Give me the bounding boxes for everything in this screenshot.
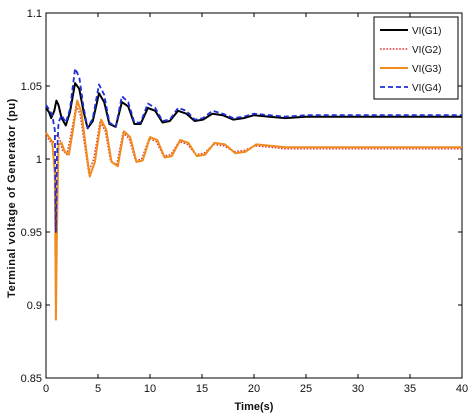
legend-entry-label: VI(G3): [412, 64, 441, 75]
series-line-vi-g3: [45, 99, 462, 321]
x-tick-label: 10: [144, 383, 156, 395]
x-tick-label: 5: [95, 383, 101, 395]
y-tick-label: 0.9: [27, 300, 42, 312]
y-axis-ticks: 0.85 0.9 0.95 1 1.05 1.1: [21, 8, 462, 385]
y-tick-label: 1: [36, 154, 42, 166]
legend: VI(G1) VI(G2) VI(G3) VI(G4): [373, 16, 459, 100]
y-tick-label: 0.95: [21, 227, 42, 239]
x-tick-label: 35: [404, 383, 416, 395]
y-axis-label: Terminal voltage of Generator (pu): [6, 98, 18, 298]
x-axis-ticks: 0 5 10 15 20 25 30 35 40: [43, 13, 468, 395]
x-tick-label: 40: [456, 383, 468, 395]
y-tick-label: 1.05: [21, 81, 42, 93]
x-tick-label: 0: [43, 383, 49, 395]
x-tick-label: 20: [248, 383, 260, 395]
x-axis-label: Time(s): [235, 401, 274, 413]
x-tick-label: 25: [300, 383, 312, 395]
series-line-vi-g4: [45, 67, 462, 233]
series-lines: [45, 67, 462, 321]
legend-entry-label: VI(G4): [412, 83, 441, 94]
legend-entry-label: VI(G1): [412, 26, 441, 37]
y-tick-label: 0.85: [21, 373, 42, 385]
x-tick-label: 30: [352, 383, 364, 395]
legend-entry-label: VI(G2): [412, 45, 441, 56]
series-line-vi-g1: [45, 82, 462, 130]
y-tick-label: 1.1: [27, 8, 42, 20]
x-tick-label: 15: [196, 383, 208, 395]
